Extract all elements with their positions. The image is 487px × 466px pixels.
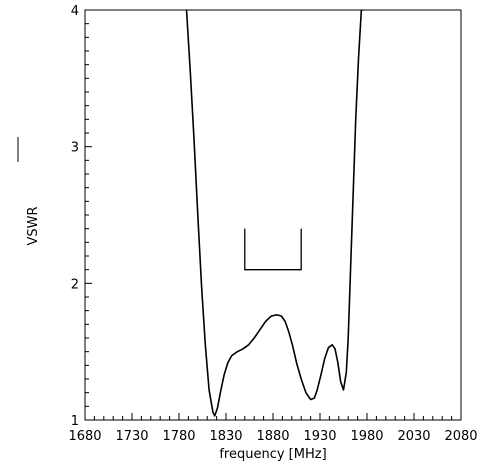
band-bracket bbox=[244, 228, 302, 271]
x-tick-label: 1780 bbox=[162, 429, 195, 444]
x-axis-ticks: 1680 1730 1780 1830 1880 1930 1980 2030 2080 bbox=[68, 413, 478, 444]
y-tick-label: 3 bbox=[71, 141, 79, 156]
x-tick-label: 2080 bbox=[444, 429, 477, 444]
series-group bbox=[185, 10, 364, 417]
plot-frame bbox=[84, 9, 462, 421]
y-tick-label: 4 bbox=[71, 4, 79, 19]
x-tick-label: 1930 bbox=[303, 429, 336, 444]
x-tick-label: 1730 bbox=[115, 429, 148, 444]
x-axis-label: frequency [MHz] bbox=[219, 447, 326, 462]
y-axis-label: VSWR bbox=[26, 206, 41, 245]
x-tick-label: 1980 bbox=[350, 429, 383, 444]
annotations bbox=[244, 228, 302, 271]
x-tick-label: 1680 bbox=[68, 429, 101, 444]
y-tick-label: 1 bbox=[71, 414, 79, 429]
y-axis-ticks: 1 2 3 4 bbox=[71, 4, 92, 429]
x-tick-label: 1830 bbox=[209, 429, 242, 444]
x-tick-label: 2030 bbox=[397, 429, 430, 444]
x-tick-label: 1880 bbox=[256, 429, 289, 444]
series-line-vswr bbox=[185, 10, 364, 417]
y-tick-label: 2 bbox=[71, 277, 79, 292]
